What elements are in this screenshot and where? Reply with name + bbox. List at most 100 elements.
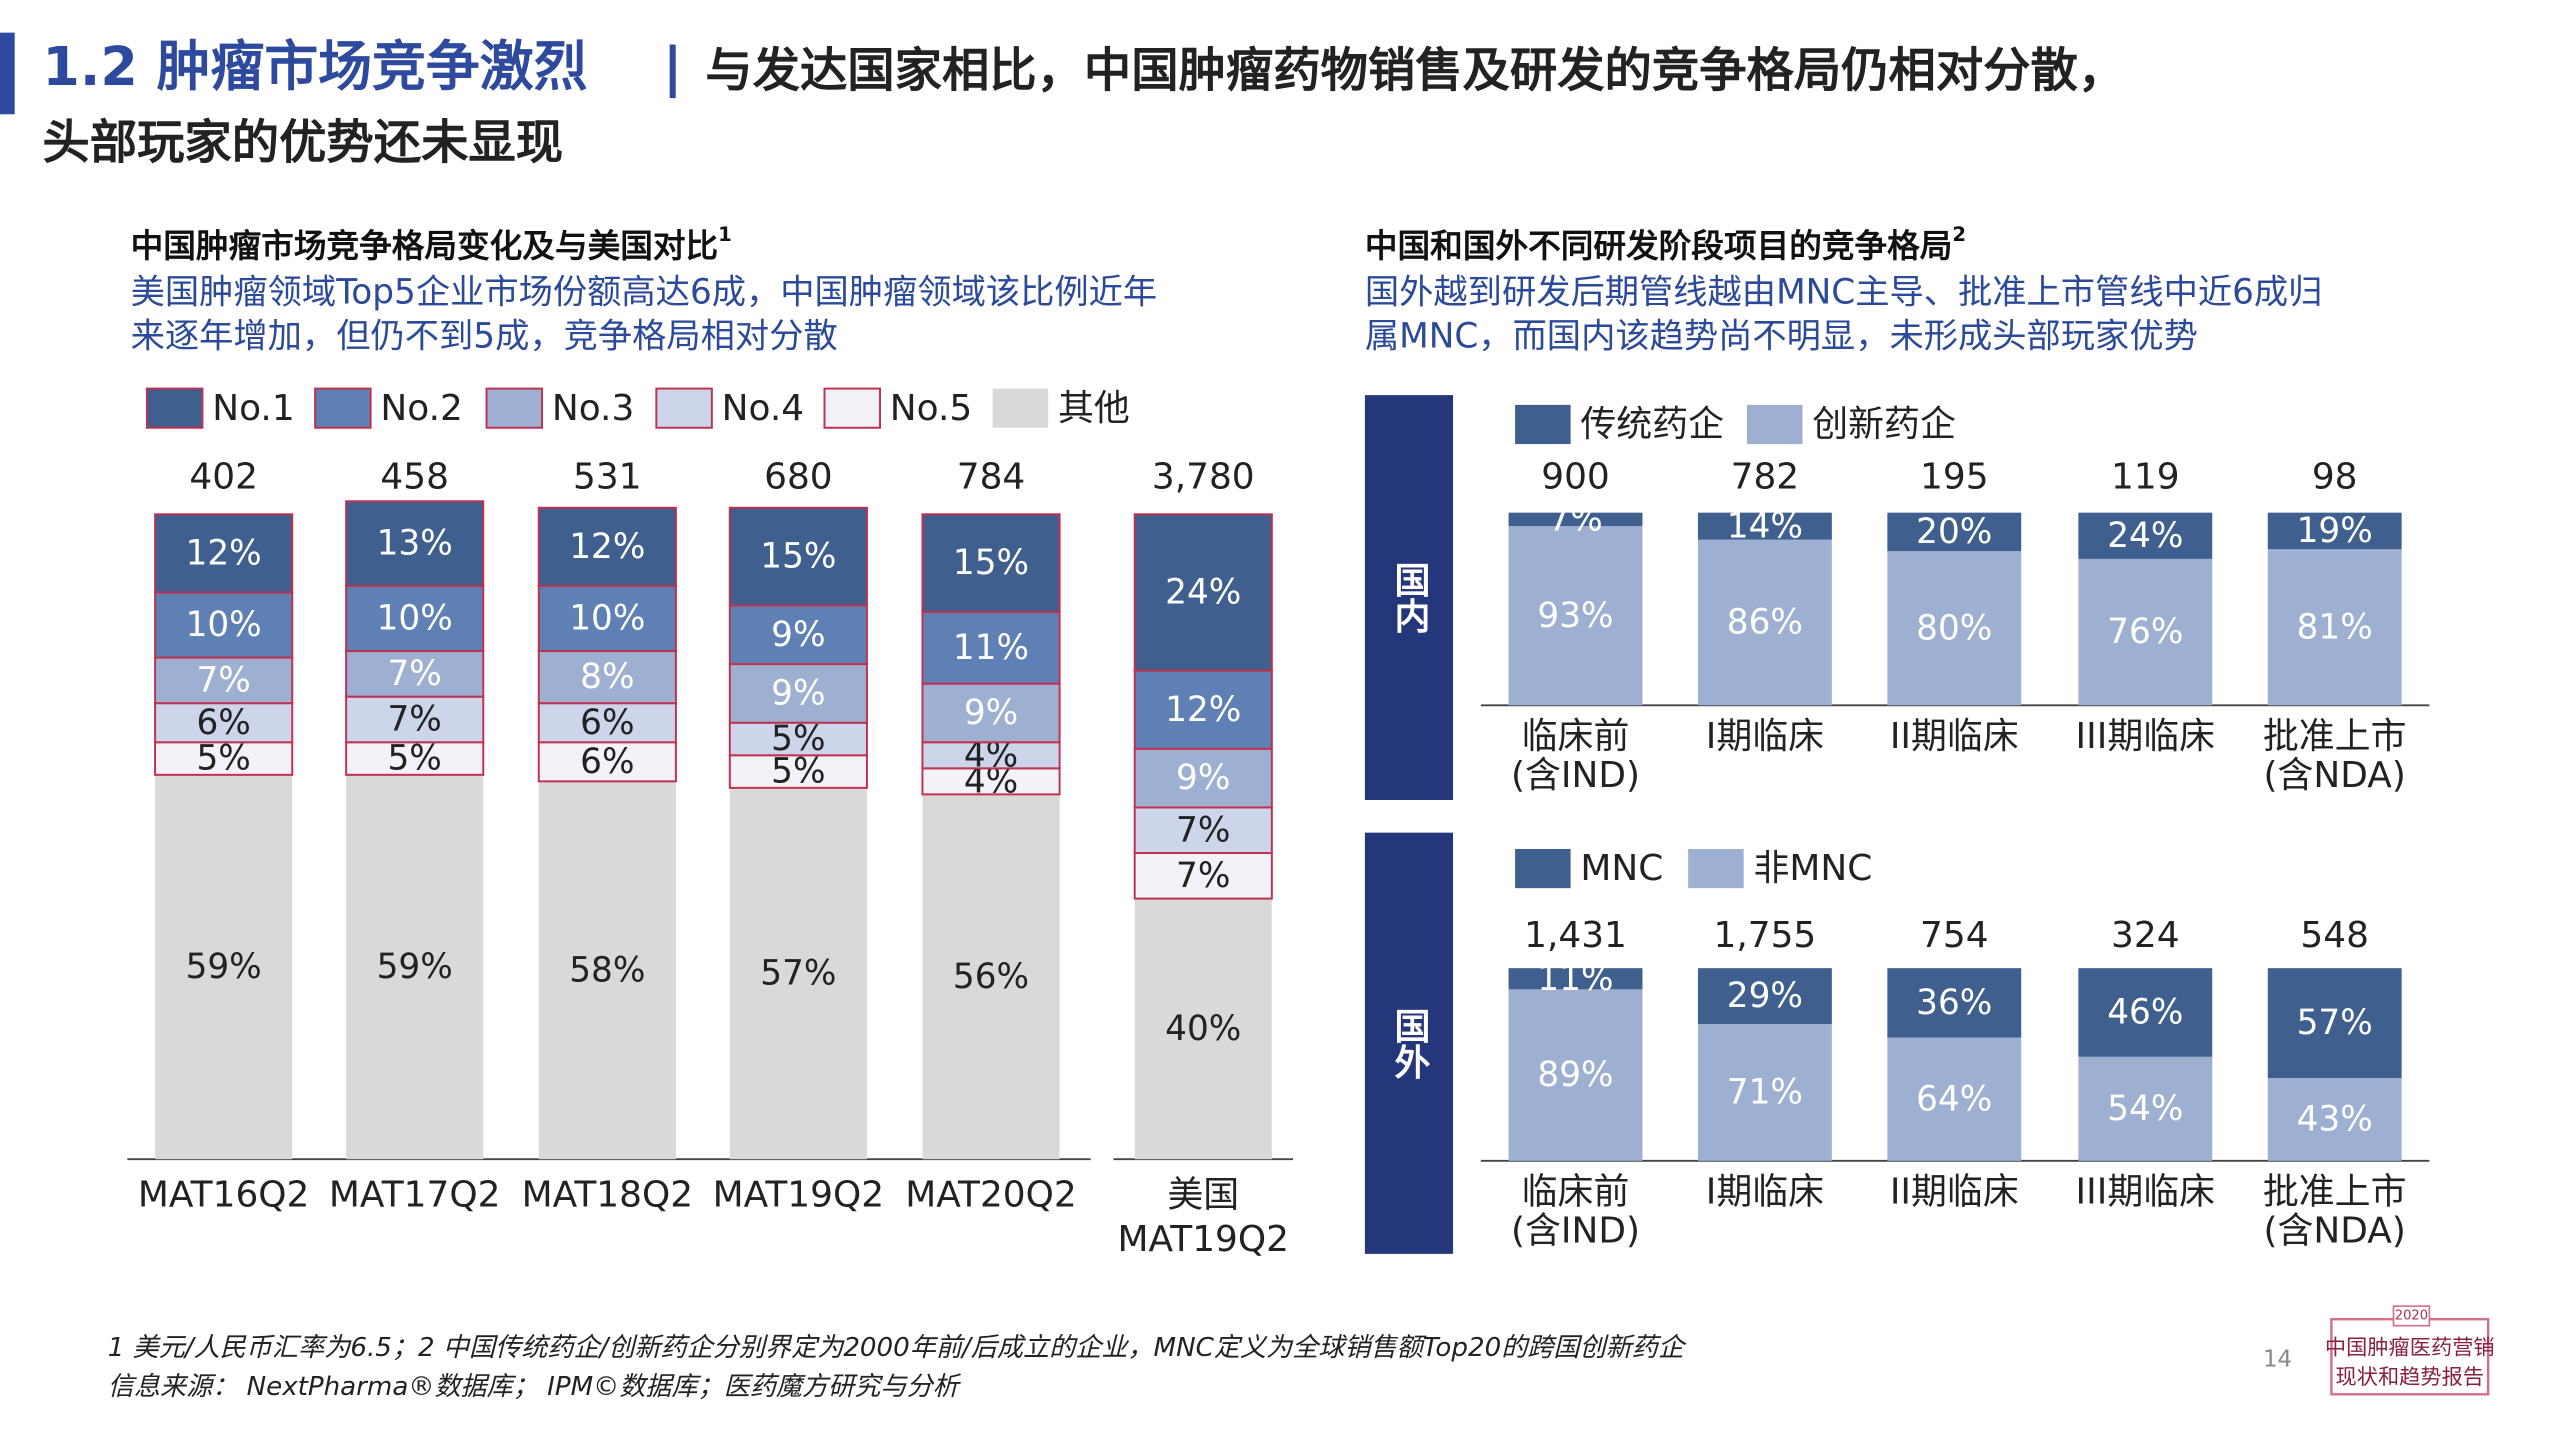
value-label: 7%: [196, 661, 250, 701]
total-label: 782: [1731, 456, 1800, 497]
bar-segment: [537, 741, 677, 783]
legend-swatch: [1688, 848, 1744, 889]
total-label: 784: [957, 456, 1026, 497]
bar-segment: [728, 604, 868, 666]
bar-segment: [2078, 1056, 2213, 1161]
bar-segment: [728, 663, 868, 724]
value-label: 71%: [1727, 1073, 1803, 1113]
total-label: 900: [1541, 456, 1610, 497]
value-label: 6%: [580, 703, 634, 743]
subtitle: 属MNC，而国内该趋势尚不明显，未形成头部玩家优势: [1365, 316, 2198, 356]
bar-segment: [1508, 989, 1643, 1161]
bar-segment: [1133, 513, 1273, 672]
legend-swatch: [145, 387, 204, 429]
x-tick-label: 临床前: [1522, 716, 1630, 757]
value-label: 80%: [1916, 608, 1992, 648]
value-label: 56%: [953, 957, 1029, 997]
legend-swatch: [1515, 404, 1571, 445]
value-label: 9%: [1176, 758, 1230, 798]
bar-segment: [921, 513, 1061, 613]
value-label: 93%: [1537, 596, 1613, 636]
legend-label: No.5: [890, 388, 972, 429]
value-label: 11%: [1537, 959, 1613, 999]
value-label: 86%: [1727, 603, 1803, 643]
bar-segment: [1697, 539, 1832, 706]
value-label: 57%: [760, 954, 836, 994]
value-label: 5%: [196, 739, 250, 779]
bar-segment: [2267, 968, 2402, 1078]
section-title: 1.2 肿瘤市场竞争激烈: [42, 35, 587, 98]
x-tick-label: I期临床: [1706, 716, 1824, 757]
x-tick-label: MAT19Q2: [713, 1175, 884, 1216]
value-label: 7%: [388, 654, 442, 694]
logo-text: 中国肿瘤医药营销: [2325, 1336, 2495, 1361]
value-label: 15%: [760, 537, 836, 577]
value-label: 11%: [953, 628, 1029, 668]
legend-swatch: [655, 387, 713, 429]
legend-swatch: [1746, 404, 1803, 445]
value-label: 15%: [953, 543, 1029, 583]
x-tick-label: II期临床: [1890, 1171, 2019, 1212]
bar-segment: [1887, 1037, 2022, 1161]
bar-segment: [921, 741, 1061, 770]
total-label: 1,755: [1713, 915, 1816, 956]
value-label: 36%: [1916, 983, 1992, 1023]
legend-label: 创新药企: [1812, 404, 1956, 445]
x-tick-label: 美国: [1167, 1175, 1239, 1216]
value-label: 14%: [1727, 506, 1803, 546]
bar-segment: [537, 702, 677, 744]
chart-title: 中国和国外不同研发阶段项目的竞争格局2: [1365, 223, 1966, 266]
total-label: 680: [764, 456, 833, 497]
bar-segment: [2267, 512, 2402, 550]
value-label: 5%: [771, 752, 825, 792]
bar-segment: [728, 506, 868, 607]
bar-segment: [2267, 1077, 2402, 1161]
bar-segment: [729, 787, 867, 1160]
bar-segment: [1508, 512, 1643, 527]
bar-segment: [2078, 968, 2213, 1057]
x-tick-label: II期临床: [1890, 716, 2019, 757]
x-tick-label: MAT17Q2: [329, 1175, 500, 1216]
value-label: 40%: [1165, 1009, 1241, 1049]
legend-label: No.1: [212, 388, 294, 429]
bar-segment: [154, 591, 294, 659]
value-label: 20%: [1916, 512, 1992, 552]
legend-label: No.2: [380, 388, 462, 429]
bar-segment: [346, 774, 484, 1160]
value-label: 9%: [964, 693, 1018, 733]
panel: [1364, 395, 1454, 800]
subtitle: 美国肿瘤领域Top5企业市场份额高达6成，中国肿瘤领域该比例近年: [131, 272, 1158, 312]
x-tick-label: I期临床: [1706, 1171, 1824, 1212]
value-label: 10%: [377, 599, 453, 639]
value-label: 6%: [580, 742, 634, 782]
value-label: 57%: [2297, 1003, 2373, 1043]
bar-segment: [155, 774, 293, 1160]
legend-label: No.3: [552, 388, 634, 429]
total-label: 98: [2312, 456, 2358, 497]
total-label: 531: [573, 456, 642, 497]
x-tick-label: 批准上市: [2263, 716, 2407, 757]
bar-segment: [2267, 549, 2402, 706]
legend-label: MNC: [1580, 848, 1663, 889]
bar-segment: [1133, 806, 1273, 854]
value-label: 12%: [569, 527, 645, 567]
value-label: 81%: [2297, 607, 2373, 647]
logo-tab: [2392, 1305, 2431, 1327]
footnote: 信息来源： NextPharma®数据库； IPM©数据库；医药魔方研究与分析: [108, 1372, 962, 1402]
note-mark: 2: [1952, 223, 1966, 246]
separator: |: [663, 35, 683, 98]
total-label: 3,780: [1152, 456, 1255, 497]
total-label: 195: [1920, 456, 1989, 497]
bar-segment: [1887, 968, 2022, 1038]
total-label: 402: [189, 456, 258, 497]
bar-segment: [1697, 1024, 1832, 1161]
value-label: 24%: [1165, 573, 1241, 613]
total-label: 1,431: [1524, 915, 1627, 956]
value-label: 59%: [186, 947, 262, 987]
value-label: 8%: [580, 657, 634, 697]
bar-segment: [154, 513, 294, 594]
value-label: 12%: [186, 533, 262, 573]
legend-swatch: [1515, 848, 1571, 889]
bar-segment: [2078, 558, 2213, 706]
value-label: 10%: [569, 599, 645, 639]
